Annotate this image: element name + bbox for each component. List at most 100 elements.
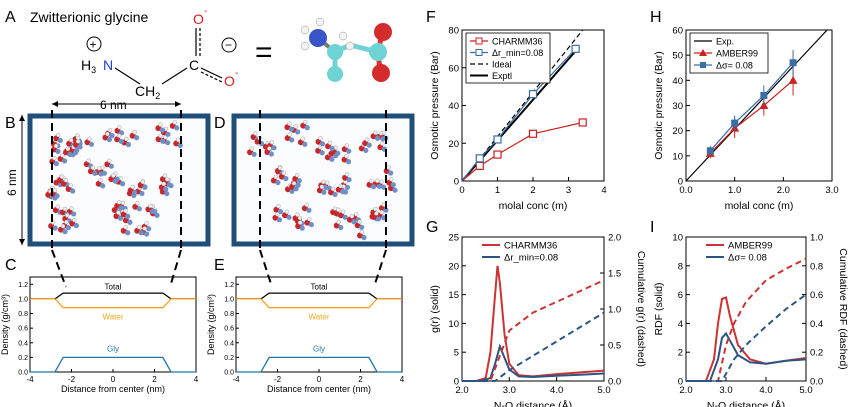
glycine-molecule xyxy=(370,130,381,141)
density-x-tick-label: -2 xyxy=(274,375,282,384)
carbon-atom xyxy=(346,177,352,183)
glycine-molecule xyxy=(315,136,326,147)
glycine-molecule xyxy=(341,143,352,154)
hydrogen-atom xyxy=(98,178,103,183)
glycine-molecule xyxy=(145,203,155,215)
carbon-atom xyxy=(374,135,381,141)
carbon-atom xyxy=(164,191,170,197)
hydrogen-atom xyxy=(53,143,59,149)
y-tick-label: 80 xyxy=(448,26,459,37)
carbon-atom xyxy=(165,140,171,146)
y2-tick-label: 0.0 xyxy=(608,377,621,388)
hydrogen-atom xyxy=(293,124,298,129)
hydrogen-atom xyxy=(373,130,378,135)
y-tick-label: 20 xyxy=(448,261,459,272)
carbon-atom xyxy=(146,226,152,232)
hydrogen-atom xyxy=(86,158,91,163)
carbon-atom xyxy=(106,136,113,143)
hydrogen-atom xyxy=(68,137,74,143)
hydrogen-atom xyxy=(297,220,303,225)
glycine-molecule xyxy=(108,173,118,184)
hydrogen-atom xyxy=(277,165,283,171)
hydrogen-atom xyxy=(59,174,65,179)
y-tick-label: 20 xyxy=(672,126,683,137)
hydrogen-atom xyxy=(336,207,341,212)
hydrogen-atom xyxy=(105,131,110,137)
total-density-line xyxy=(30,292,196,300)
hydrogen-atom xyxy=(249,146,255,151)
legend-label: Ideal xyxy=(492,60,512,70)
carbon-atom xyxy=(289,137,295,143)
y2-tick-label: 0.8 xyxy=(810,261,823,272)
density-y-tick-label: 0.8 xyxy=(18,311,28,318)
carbon-atom xyxy=(390,182,396,188)
x-axis-label: N-O distance (Å) xyxy=(494,399,572,407)
hydrogen-atom xyxy=(142,226,147,231)
hydrogen-atom xyxy=(269,140,275,145)
legend-marker xyxy=(475,49,483,56)
hydrogen-atom xyxy=(327,140,333,146)
glycine-molecule xyxy=(354,219,365,230)
glycine-molecule xyxy=(335,183,346,195)
hydrogen-atom xyxy=(344,153,349,159)
carbon-atom xyxy=(136,206,142,212)
carbon-atom xyxy=(125,213,131,219)
glycine-molecule xyxy=(169,120,180,131)
glycine-molecule xyxy=(127,184,138,195)
carbon-atom xyxy=(392,187,398,193)
glycine-molecule xyxy=(158,181,169,192)
glycine-molecule xyxy=(173,137,183,149)
hydrogen-atom xyxy=(281,170,287,176)
carbon-atom xyxy=(283,175,289,182)
glycine-molecule xyxy=(289,181,299,192)
carbon-atom xyxy=(302,141,308,147)
hydrogen-atom xyxy=(69,206,74,211)
hydrogen-atom xyxy=(354,212,359,217)
hydrogen-atom xyxy=(284,209,290,214)
carbon-atom xyxy=(332,191,338,198)
x-tick-label: 2.0 xyxy=(777,185,790,196)
glycine-molecule xyxy=(155,122,166,133)
zoom-line-right-b xyxy=(169,249,182,288)
density-y-tick-label: 0.2 xyxy=(18,355,28,362)
carbon-atom xyxy=(351,219,357,225)
carbon-atom xyxy=(55,148,61,155)
panel-e: E -4 -2 0 2 4 0.0 0.2 0.4 0.6 0.8 1.0 1.2 Distance f… xyxy=(206,257,405,394)
legend-label: CHARMM36 xyxy=(504,241,557,252)
carbon-atom xyxy=(361,234,367,241)
glycine-molecule xyxy=(57,153,68,164)
hydrogen-atom xyxy=(321,179,326,185)
hydrogen-atom xyxy=(336,219,341,225)
carbon-atom xyxy=(163,186,169,192)
legend-label: Exp. xyxy=(716,37,734,47)
carbon-atom xyxy=(118,205,124,211)
carbon-atom xyxy=(289,188,295,194)
glycine-molecule xyxy=(264,146,274,157)
panel-label-d: D xyxy=(214,115,226,132)
total-density-line xyxy=(236,292,402,300)
y-tick-label: 0 xyxy=(454,377,459,388)
panel-h: H 0.0 1.0 2.0 3.0 0 10 20 30 40 50 60 molal conc (m… xyxy=(650,9,839,212)
hydrogen-atom xyxy=(373,206,378,212)
hydrogen-atom xyxy=(148,203,153,209)
carbon-atom xyxy=(61,158,68,164)
y-tick-label: 40 xyxy=(672,76,683,87)
carbon-atom xyxy=(319,150,325,156)
y2-tick-label: 0.0 xyxy=(810,377,823,388)
panel-d: D xyxy=(214,110,415,288)
water-density-line xyxy=(30,298,196,309)
density-y-tick-label: 0.0 xyxy=(224,370,234,377)
panel-label-c: C xyxy=(5,257,17,274)
hydrogen-atom xyxy=(297,215,303,221)
total-label: Total xyxy=(311,282,328,291)
glycine-molecule xyxy=(301,202,312,213)
hydrogen-atom xyxy=(87,136,92,141)
density-y-tick-label: 1.2 xyxy=(224,282,234,289)
glycine-molecule xyxy=(50,188,60,199)
y-tick-label: 60 xyxy=(672,26,683,37)
y2-tick-label: 1.0 xyxy=(608,305,621,316)
density-y-tick-label: 1.0 xyxy=(18,296,28,303)
carbon-atom xyxy=(319,141,326,147)
